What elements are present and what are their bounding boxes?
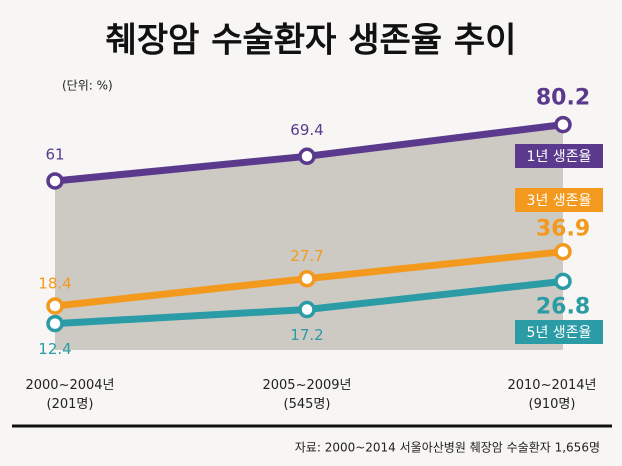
point [46,314,64,333]
data-label: 27.7 [290,247,323,265]
data-label: 69.4 [290,121,323,139]
point [554,272,572,291]
data-label: 18.4 [38,274,71,292]
data-label: 61 [45,145,64,163]
x-tick-label: 2010~2014년 (910명) [507,378,597,412]
point [46,297,64,315]
legend-box [515,188,603,212]
data-label: 80.2 [536,86,590,111]
point [298,147,316,166]
data-label: 17.2 [290,326,323,344]
source-note: 자료: 2000~2014 서울아산병원 췌장암 수술환자 1,656명 [295,441,600,455]
x-tick-label: 2005~2009년 (545명) [262,378,352,412]
legend-label: 5년 생존율 [527,325,592,341]
point [46,172,64,190]
legend-box [515,144,603,168]
legend-label: 1년 생존율 [527,149,592,165]
chart-title: 췌장암 수술환자 생존율 추이 [106,21,517,61]
legend-label: 3년 생존율 [527,193,592,209]
x-tick-label: 2000~2004년 (201명) [25,378,115,412]
point [554,115,572,134]
point [298,269,316,288]
data-label: 26.8 [536,294,590,319]
unit-note: (단위: %) [62,79,113,93]
data-label: 36.9 [536,217,590,242]
data-label: 12.4 [38,340,71,358]
point [298,300,316,319]
legend-box [515,320,603,344]
point [554,242,572,261]
